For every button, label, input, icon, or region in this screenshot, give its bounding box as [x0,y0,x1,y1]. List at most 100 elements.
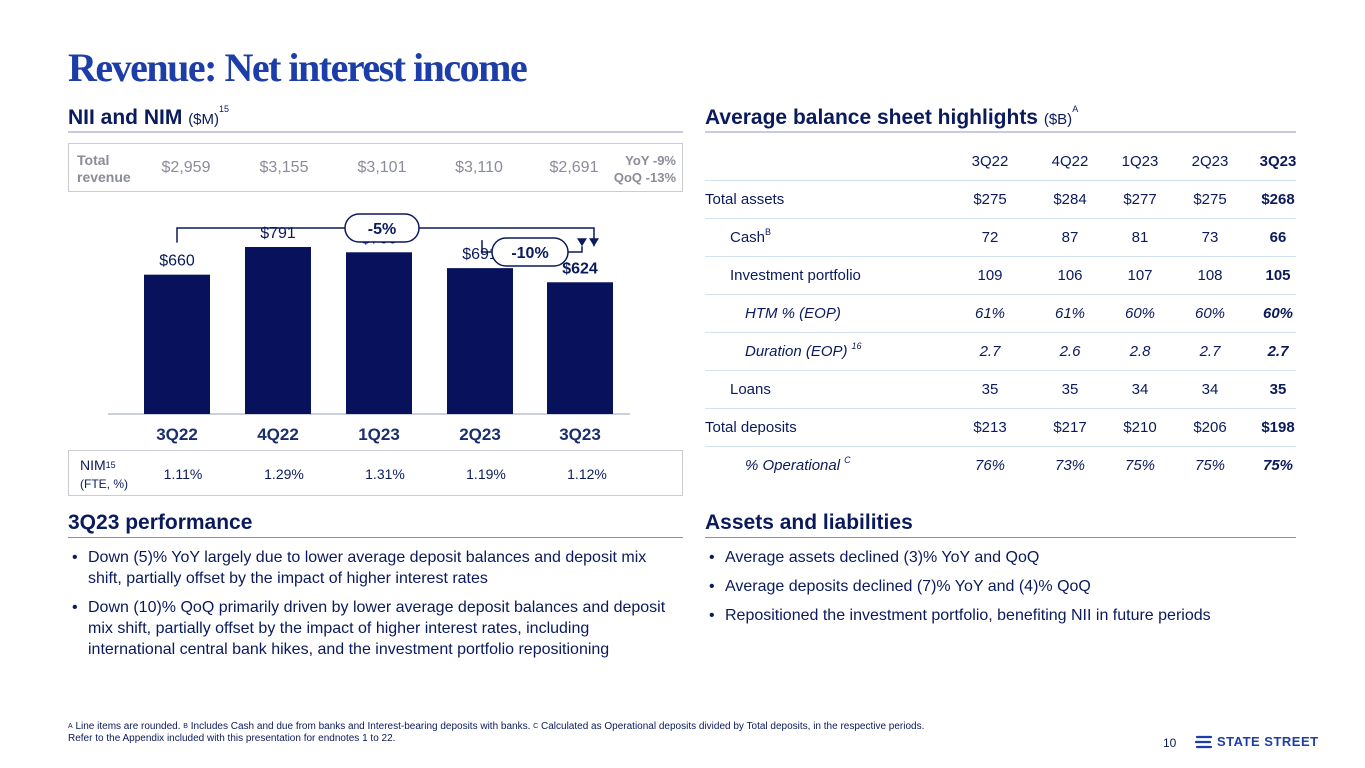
bar [346,252,412,414]
nii-heading-unit: ($M) [188,111,220,128]
balance-heading-unit: ($B) [1043,111,1073,128]
assets-rule [705,537,1296,538]
row-label-text: Total deposits [705,419,797,436]
table-cell: 2.7 [1199,343,1221,360]
nim-label-text: NIM [80,457,106,473]
bar [447,268,513,414]
table-cell: $277 [1123,191,1157,208]
revenue-change: YoY -9% QoQ -13% [614,152,676,186]
table-cell: 73% [1054,457,1086,474]
performance-bullet: Down (10)% QoQ primarily driven by lower… [68,597,668,660]
table-row-label: Duration (EOP) 16 [745,333,862,371]
table-cell: 2.8 [1129,343,1151,360]
assets-bullet: Repositioned the investment portfolio, b… [705,605,1265,626]
table-row: % Operational C 76% 73% 75% 75% 75% [705,447,1296,485]
row-label-text: Cash [730,229,766,246]
total-revenue-label-line2: revenue [77,169,131,185]
category-label: 4Q22 [257,425,299,444]
table-cell: 72 [981,229,999,246]
revenue-yoy: YoY -9% [625,153,676,168]
row-label-text: Total assets [705,191,785,208]
table-row-label: HTM % (EOP) [745,295,841,333]
performance-heading: 3Q23 performance [68,511,253,534]
table-cell: 34 [1201,381,1219,398]
category-label: 2Q23 [459,425,501,444]
bar-value-label: $660 [159,253,195,270]
state-street-logo: STATE STREET [1195,734,1319,749]
table-cell: 81 [1131,229,1149,246]
table-column-header: 4Q22 [1051,153,1089,170]
balance-heading-sup: A [1072,104,1079,114]
balance-section-heading: Average balance sheet highlights ($B)A [705,104,1079,130]
page-number: 10 [1163,736,1177,750]
table-cell: $206 [1193,419,1227,436]
table-cell: 2.7 [1267,343,1289,360]
table-row: Total deposits $213 $217 $210 $206 $198 [705,409,1296,447]
table-cell: 61% [1054,305,1086,322]
assets-bullet: Average assets declined (3)% YoY and QoQ [705,547,1265,568]
footnote-sup-c: C [533,723,539,730]
revenue-value: $3,155 [259,159,309,176]
table-column-header: 1Q23 [1121,153,1159,170]
category-label: 3Q23 [559,425,601,444]
table-cell: 106 [1057,267,1083,284]
qoq-arrow-head [577,238,587,247]
table-cell: 2.7 [979,343,1001,360]
table-cell: 87 [1061,229,1079,246]
bar-value-label: $624 [562,260,598,277]
table-row: HTM % (EOP) 61% 61% 60% 60% 60% [705,295,1296,333]
table-cell: $198 [1261,419,1295,436]
nim-value: 1.11% [163,466,203,482]
nii-section-rule [68,131,683,133]
table-cell: $213 [973,419,1007,436]
table-cell: 60% [1194,305,1226,322]
table-cell: 66 [1269,229,1287,246]
table-cell: 109 [977,267,1003,284]
table-column-header: 2Q23 [1191,153,1229,170]
table-row: Investment portfolio 109 106 107 108 105 [705,257,1296,295]
table-row: CashB 72 87 81 73 66 [705,219,1296,257]
revenue-qoq: QoQ -13% [613,170,676,185]
row-label-sup: 16 [851,341,862,351]
table-cell: 35 [1061,381,1079,398]
yoy-change-label: -5% [368,221,396,238]
total-revenue-row: Total revenue $2,959 $3,155 $3,101 $3,11… [68,143,683,192]
table-cell: $284 [1053,191,1087,208]
nii-section-heading: NII and NIM ($M)15 [68,104,230,130]
table-row-label: % Operational C [745,447,851,485]
table-cell: $268 [1261,191,1295,208]
table-cell: 75% [1124,457,1156,474]
qoq-change-pill [491,237,569,267]
footnote-sup-b: B [183,723,188,730]
table-cell: 73 [1201,229,1219,246]
nii-heading-sup: 15 [219,104,230,114]
table-cell: 2.6 [1059,343,1081,360]
nim-value: 1.12% [567,466,607,482]
performance-bullets: Down (5)% YoY largely due to lower avera… [68,547,668,668]
category-label: 3Q22 [156,425,198,444]
logo-mark-icon [1195,735,1213,748]
table-cell: 76% [974,457,1006,474]
qoq-change-label: -10% [511,245,548,262]
table-cell: $275 [973,191,1007,208]
balance-section-rule [705,131,1296,133]
table-cell: $275 [1193,191,1227,208]
table-cell: 105 [1265,267,1291,284]
table-row-label: Loans [730,371,771,409]
bar [547,282,613,414]
revenue-value: $2,691 [549,159,599,176]
assets-heading: Assets and liabilities [705,511,913,534]
row-label-text: % Operational [745,457,841,474]
table-cell: 34 [1131,381,1149,398]
footnote-line2: Refer to the Appendix included with this… [68,733,396,744]
table-cell: 35 [1269,381,1287,398]
footnote-sup-a: A [68,723,73,730]
nii-bar-chart: $6603Q22$7914Q22$7661Q23$6912Q23$6243Q23… [108,213,630,444]
bar-value-label: $691 [462,246,498,263]
footnote-line1: A Line items are rounded. B Includes Cas… [68,721,924,733]
table-row: Total assets $275 $284 $277 $275 $268 [705,181,1296,219]
nim-row: NIM15 (FTE, %) 1.11% 1.29% 1.31% 1.19% 1… [68,450,683,496]
table-row-label: Total deposits [705,409,797,447]
total-revenue-label: Total revenue [77,152,131,186]
bar-value-label: $791 [260,225,296,242]
